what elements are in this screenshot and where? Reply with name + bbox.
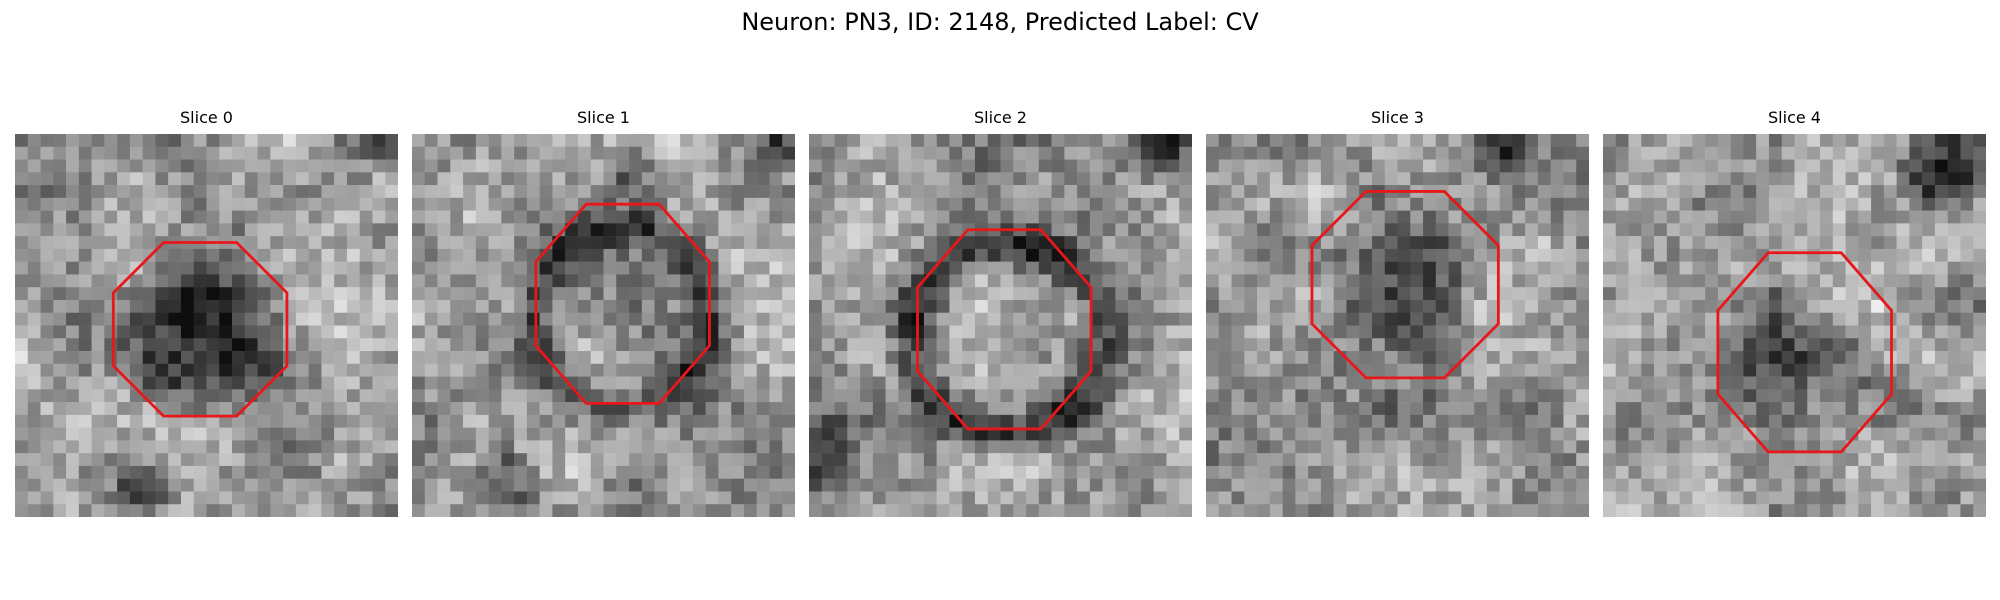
slice-image [1603,134,1986,517]
figure-title: Neuron: PN3, ID: 2148, Predicted Label: … [741,8,1259,36]
roi-contour [111,241,289,418]
roi-contour [1310,190,1500,380]
roi-contour [916,228,1093,431]
slice-title: Slice 4 [1768,108,1821,127]
slice-image [809,134,1192,517]
slice-image [15,134,398,517]
slice-title: Slice 2 [974,108,1027,127]
slice-title: Slice 3 [1371,108,1424,127]
roi-contour [534,202,711,405]
roi-contour [1716,251,1893,454]
slice-image [412,134,795,517]
slice-title: Slice 0 [180,108,233,127]
slice-image [1206,134,1589,517]
slice-title: Slice 1 [577,108,630,127]
